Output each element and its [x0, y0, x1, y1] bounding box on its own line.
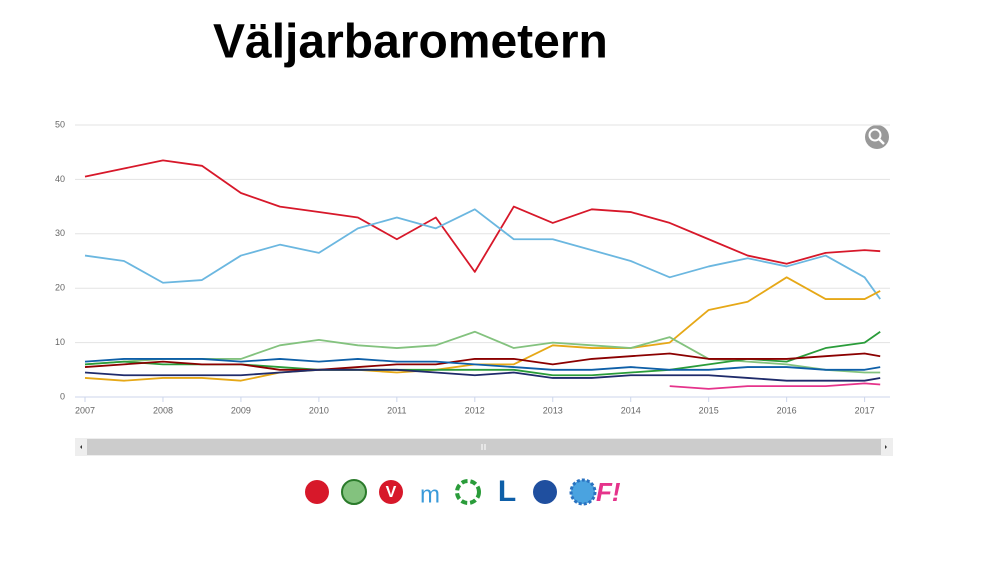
y-tick-label: 30 — [55, 228, 65, 238]
series-line — [84, 352, 881, 371]
y-tick-label: 10 — [55, 337, 65, 347]
y-tick-label: 20 — [55, 283, 65, 293]
x-tick-label: 2016 — [777, 405, 797, 415]
x-tick-label: 2017 — [855, 405, 875, 415]
x-tick-label: 2010 — [309, 405, 329, 415]
scrollbar[interactable] — [75, 438, 893, 456]
chart-title: Väljarbarometern — [213, 16, 608, 69]
logo-text: L — [498, 475, 516, 508]
y-tick-label: 50 — [55, 119, 65, 129]
y-tick-label: 0 — [60, 391, 65, 401]
logo-text: F! — [596, 477, 621, 507]
logo-text: V — [386, 484, 397, 501]
series-line — [84, 159, 881, 273]
party-logos: V m L F! — [305, 475, 621, 508]
series-line — [84, 368, 881, 382]
x-tick-label: 2014 — [621, 405, 641, 415]
series-line — [84, 358, 881, 371]
x-tick-label: 2015 — [699, 405, 719, 415]
zoom-button[interactable] — [865, 125, 889, 149]
x-tick-label: 2013 — [543, 405, 563, 415]
series-line — [84, 330, 881, 374]
series-line — [84, 208, 881, 300]
x-tick-label: 2011 — [387, 405, 406, 415]
x-tick-label: 2009 — [231, 405, 251, 415]
x-tick-label: 2007 — [75, 405, 95, 415]
y-tick-label: 40 — [55, 174, 65, 184]
series-line — [84, 276, 881, 382]
series-line — [669, 382, 881, 390]
series-line — [84, 330, 881, 377]
x-tick-label: 2012 — [465, 405, 485, 415]
x-tick-label: 2008 — [153, 405, 173, 415]
logo-text: m — [420, 481, 440, 508]
